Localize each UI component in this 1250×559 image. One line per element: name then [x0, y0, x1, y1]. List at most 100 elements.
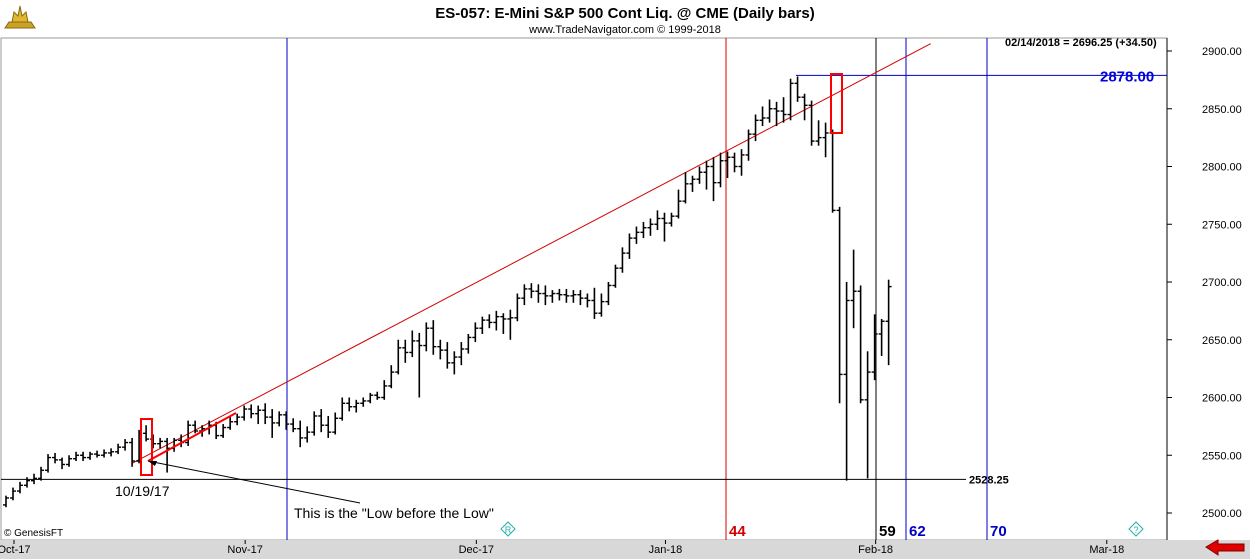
ohlc-bar	[801, 93, 808, 121]
note-annotation: This is the "Low before the Low"	[294, 505, 494, 521]
ohlc-bar	[514, 293, 521, 322]
ohlc-bar	[724, 151, 731, 179]
ohlc-bar	[822, 122, 829, 158]
cycle-count-label: 59	[879, 523, 896, 540]
ohlc-bar	[619, 247, 626, 273]
ohlc-bar	[381, 380, 388, 400]
ohlc-bar	[703, 160, 710, 190]
x-tick-label: Oct-17	[0, 544, 31, 556]
ohlc-bar	[227, 417, 234, 430]
trendline	[131, 43, 931, 464]
ohlc-bar	[304, 426, 311, 443]
x-tick-label: Feb-18	[858, 544, 893, 556]
ohlc-bar	[850, 249, 857, 329]
ohlc-bar	[269, 409, 276, 438]
ohlc-bar	[549, 290, 556, 303]
chart-title: ES-057: E-Mini S&P 500 Cont Liq. @ CME (…	[435, 5, 814, 22]
price-axis	[1167, 38, 1250, 540]
ohlc-bar	[241, 405, 248, 421]
low-before-low-highlight	[140, 418, 153, 476]
ohlc-bar	[59, 457, 66, 470]
ohlc-bar	[871, 314, 878, 381]
y-tick-label: 2850.00	[1202, 104, 1242, 116]
ohlc-bar	[591, 287, 598, 319]
ohlc-bar	[388, 365, 395, 389]
ohlc-bar	[878, 318, 885, 356]
x-tick-label: Nov-17	[227, 544, 262, 556]
ohlc-bar	[248, 404, 255, 419]
cycle-count-label: 62	[909, 523, 926, 540]
ohlc-bar	[129, 437, 136, 467]
resistance-label: 2878.00	[1100, 68, 1154, 85]
ohlc-bar	[297, 420, 304, 448]
ohlc-bar	[416, 332, 423, 398]
ohlc-bar	[73, 451, 80, 462]
ohlc-bar	[794, 76, 801, 102]
ohlc-bar	[24, 477, 31, 488]
ohlc-bar	[731, 152, 738, 173]
ohlc-bar	[101, 449, 108, 458]
ohlc-bar	[682, 172, 689, 204]
ohlc-bar	[710, 157, 717, 202]
short-red-line	[147, 412, 237, 462]
annotation-pointer	[147, 460, 361, 504]
ohlc-bar	[717, 152, 724, 188]
ohlc-bar	[192, 420, 199, 434]
ohlc-bar	[857, 285, 864, 404]
ohlc-bar	[808, 100, 815, 146]
ohlc-bar	[262, 403, 269, 425]
high-highlight	[830, 73, 843, 134]
ohlc-bar	[108, 448, 115, 457]
ohlc-bar	[500, 313, 507, 334]
horizontal-levels: 2878.00 2528.25	[1, 68, 1167, 486]
ohlc-bar	[374, 391, 381, 400]
ohlc-bar	[3, 495, 9, 508]
copyright-label: © GenesisFT	[4, 528, 63, 539]
ohlc-bar	[787, 78, 794, 121]
ohlc-bar	[458, 342, 465, 366]
ohlc-bar	[486, 314, 493, 329]
ohlc-bars	[3, 76, 892, 508]
r-diamond-icon[interactable]: R	[500, 521, 516, 537]
question-diamond-icon[interactable]: ?	[1128, 521, 1144, 537]
ohlc-bar	[325, 415, 332, 438]
svg-text:?: ?	[1133, 525, 1138, 535]
y-tick-label: 2600.00	[1202, 393, 1242, 405]
x-tick-label: Mar-18	[1089, 544, 1124, 556]
ohlc-bar	[843, 282, 850, 481]
ohlc-bar	[157, 437, 164, 449]
date-annotation: 10/19/17	[115, 483, 170, 499]
ohlc-bar	[654, 210, 661, 231]
ohlc-bar	[437, 339, 444, 360]
ohlc-bar	[479, 316, 486, 334]
ohlc-bar	[675, 189, 682, 219]
cycle-count-label: 44	[729, 523, 746, 540]
ohlc-bar	[864, 351, 871, 479]
ohlc-bar	[283, 411, 290, 430]
ohlc-bar	[696, 166, 703, 184]
ohlc-bar	[290, 418, 297, 433]
ohlc-bar	[339, 397, 346, 421]
date-axis	[0, 540, 1250, 559]
ohlc-bar	[612, 264, 619, 288]
ohlc-bar	[395, 339, 402, 375]
ohlc-bar	[759, 106, 766, 127]
ohlc-bar	[17, 481, 24, 494]
ohlc-bar	[276, 411, 283, 427]
ohlc-bar	[563, 288, 570, 303]
svg-text:R: R	[505, 525, 512, 535]
scroll-left-arrow-icon[interactable]	[1205, 539, 1245, 556]
cycle-lines: 44 59 62 70	[286, 38, 1007, 540]
ohlc-bar	[52, 452, 59, 464]
ohlc-bar	[689, 175, 696, 192]
ohlc-bar	[31, 473, 38, 485]
gold-bull-logo-icon	[4, 5, 36, 29]
ohlc-bar	[640, 221, 647, 239]
ohlc-bar	[367, 392, 374, 404]
ohlc-bar	[143, 425, 150, 442]
ohlc-bar	[885, 279, 892, 366]
ohlc-bar	[353, 399, 360, 413]
ohlc-bar	[584, 293, 591, 308]
